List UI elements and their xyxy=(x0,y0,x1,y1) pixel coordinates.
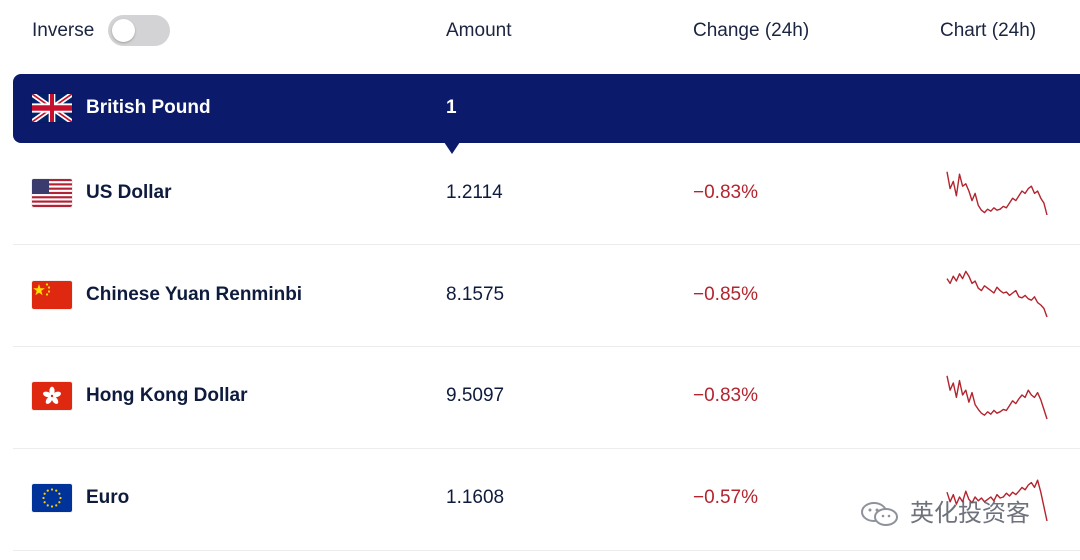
change-24h: −0.57% xyxy=(693,487,758,508)
base-currency-name: British Pound xyxy=(86,97,211,118)
watermark-text: 英化投资客 xyxy=(910,499,1030,527)
change-24h: −0.83% xyxy=(693,182,758,203)
amount-header: Amount xyxy=(446,20,512,41)
sparkline-chart xyxy=(946,375,1048,420)
chart-header: Chart (24h) xyxy=(940,20,1037,41)
currency-row[interactable]: US Dollar 1.2114 −0.83% xyxy=(13,143,1080,245)
table-header: Inverse Amount Change (24h) Chart (24h) xyxy=(0,0,1080,62)
currency-name: Hong Kong Dollar xyxy=(86,385,248,406)
currency-row[interactable]: Hong Kong Dollar 9.5097 −0.83% xyxy=(13,347,1080,449)
cn-flag-icon xyxy=(32,281,72,309)
hk-flag-icon xyxy=(32,382,72,410)
currency-name: Chinese Yuan Renminbi xyxy=(86,284,303,305)
change-24h: −0.85% xyxy=(693,284,758,305)
currency-amount: 9.5097 xyxy=(446,385,505,406)
inverse-label: Inverse xyxy=(32,20,95,41)
change-header: Change (24h) xyxy=(693,20,810,41)
sparkline-line xyxy=(946,270,1048,318)
sparkline-chart xyxy=(946,479,1048,522)
inverse-toggle[interactable] xyxy=(108,15,170,46)
currency-amount: 1.2114 xyxy=(446,182,503,203)
sparkline-line xyxy=(946,375,1048,420)
sparkline-line xyxy=(946,171,1048,216)
change-24h: −0.83% xyxy=(693,385,758,406)
eu-flag-icon xyxy=(32,484,72,512)
currency-name: US Dollar xyxy=(86,182,172,203)
currency-row[interactable]: Euro 1.1608 −0.57% xyxy=(13,449,1080,551)
currency-name: Euro xyxy=(86,487,130,508)
base-row-pointer xyxy=(444,142,460,154)
currency-amount: 1.1608 xyxy=(446,487,505,508)
uk-flag-icon xyxy=(32,94,72,122)
base-currency-row[interactable]: British Pound 1 xyxy=(13,74,1080,143)
currency-row[interactable]: Chinese Yuan Renminbi 8.1575 −0.85% xyxy=(13,245,1080,347)
sparkline-chart xyxy=(946,171,1048,216)
toggle-knob xyxy=(112,19,135,42)
sparkline-line xyxy=(946,479,1048,522)
sparkline-chart xyxy=(946,270,1048,318)
base-amount[interactable]: 1 xyxy=(446,97,457,118)
us-flag-icon xyxy=(32,179,72,207)
currency-amount: 8.1575 xyxy=(446,284,505,305)
wechat-icon xyxy=(861,502,898,526)
